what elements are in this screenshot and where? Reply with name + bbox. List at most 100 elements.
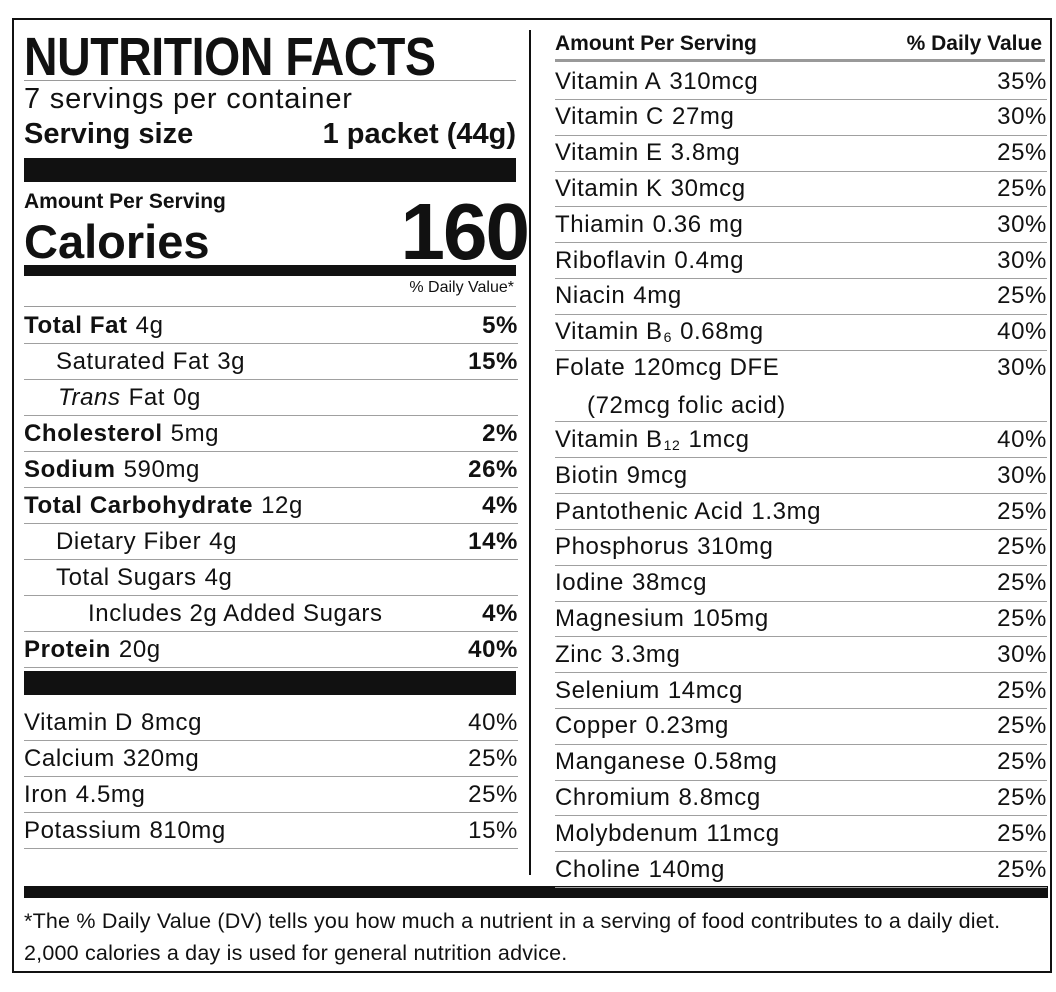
daily-value: 25% bbox=[997, 139, 1047, 167]
nutrient-label: Vitamin C bbox=[555, 103, 664, 131]
amount: 3.8mg bbox=[670, 139, 741, 167]
nutrient-name: Choline bbox=[555, 856, 641, 884]
nutrient-label: Vitamin B bbox=[555, 425, 663, 453]
daily-value: 40% bbox=[997, 318, 1047, 346]
amount: 20g bbox=[118, 635, 161, 663]
amount: 320mg bbox=[122, 744, 200, 772]
nutrient-label: Saturated Fat bbox=[56, 347, 210, 375]
nutrient-label: Vitamin B bbox=[555, 318, 663, 346]
amount: 9mcg bbox=[626, 461, 688, 489]
row: Includes 2g Added Sugars 4% bbox=[24, 596, 518, 632]
nutrient-label: Protein bbox=[24, 635, 111, 663]
nutrient-name: Trans Fat bbox=[58, 384, 165, 412]
nutrient-label: Copper bbox=[555, 712, 638, 740]
daily-value: 30% bbox=[997, 103, 1047, 131]
right-header-left: Amount Per Serving bbox=[555, 32, 757, 55]
amount: 105mg bbox=[692, 604, 769, 632]
amount: 3.3mg bbox=[610, 640, 681, 668]
amount: 140mg bbox=[648, 855, 725, 883]
title: NUTRITION FACTS bbox=[24, 27, 436, 87]
amount: 4g bbox=[209, 527, 238, 555]
nutrient-label: Vitamin K bbox=[555, 174, 663, 202]
medium-bar bbox=[24, 265, 516, 276]
nutrient-name: Vitamin E bbox=[555, 139, 663, 167]
nutrient-name: Niacin bbox=[555, 282, 625, 310]
row: Dietary Fiber 4g 14% bbox=[24, 524, 518, 560]
nutrient-label: Choline bbox=[555, 855, 641, 883]
nutrient-name: Iodine bbox=[555, 569, 624, 597]
nutrient-name: Copper bbox=[555, 712, 637, 740]
row: Selenium 14mcg 25% bbox=[555, 673, 1047, 709]
nutrient-label: Zinc bbox=[555, 640, 603, 668]
amount: 0.58mg bbox=[693, 748, 778, 776]
nutrient-name: Protein bbox=[24, 636, 111, 664]
nutrient-name: Folate bbox=[555, 354, 625, 382]
row: Niacin 4mg 25% bbox=[555, 279, 1047, 315]
daily-value: 25% bbox=[997, 282, 1047, 310]
amount: 0g bbox=[173, 383, 201, 411]
calories-value: 160 bbox=[400, 187, 530, 276]
footnote: *The % Daily Value (DV) tells you how mu… bbox=[24, 909, 1001, 965]
daily-value: 40% bbox=[997, 425, 1047, 453]
daily-value: 25% bbox=[997, 174, 1047, 202]
row: Phosphorus 310mg 25% bbox=[555, 530, 1047, 566]
nutrient-label: Thiamin bbox=[555, 210, 645, 238]
nutrient-name: Calcium bbox=[24, 745, 115, 773]
row: Vitamin D 8mcg 40% bbox=[24, 705, 518, 741]
nutrient-label: Vitamin E bbox=[555, 139, 663, 167]
name-prefix: Trans bbox=[58, 383, 121, 411]
nutrient-label: Iodine bbox=[555, 569, 624, 597]
right-header-right: % Daily Value bbox=[906, 32, 1042, 55]
row: Total Sugars 4g bbox=[24, 560, 518, 596]
nutrient-name: Potassium bbox=[24, 817, 141, 845]
nutrient-label: Chromium bbox=[555, 783, 671, 811]
nutrient-name: Total Carbohydrate bbox=[24, 492, 253, 520]
row: Vitamin C 27mg 30% bbox=[555, 100, 1047, 136]
nutrient-label: Potassium bbox=[24, 816, 142, 844]
daily-value: 25% bbox=[997, 497, 1047, 525]
serving-size-label: Serving size bbox=[24, 118, 194, 150]
nutrient-name: Vitamin A bbox=[555, 68, 661, 96]
row: Potassium 810mg 15% bbox=[24, 813, 518, 849]
row: Manganese 0.58mg 25% bbox=[555, 745, 1047, 781]
column-divider bbox=[529, 30, 531, 875]
daily-value: 25% bbox=[997, 783, 1047, 811]
daily-value: 25% bbox=[997, 604, 1047, 632]
amount: 14mcg bbox=[667, 676, 743, 704]
row: Cholesterol 5mg 2% bbox=[24, 416, 518, 452]
nutrient-name: Molybdenum bbox=[555, 820, 698, 848]
daily-value: 30% bbox=[997, 354, 1047, 382]
daily-value: 25% bbox=[997, 569, 1047, 597]
nutrient-label: Niacin bbox=[555, 282, 626, 310]
amount: 38mcg bbox=[632, 569, 708, 597]
nutrient-label: Total Sugars bbox=[56, 563, 197, 591]
amount: 4.5mg bbox=[75, 780, 146, 808]
nutrient-name: Phosphorus bbox=[555, 533, 689, 561]
daily-value: 2% bbox=[482, 419, 518, 447]
daily-value: 30% bbox=[997, 210, 1047, 238]
nutrient-label: Total Carbohydrate bbox=[24, 491, 254, 519]
row: Iron 4.5mg 25% bbox=[24, 777, 518, 813]
row: Folate 120mcg DFE (72mcg folic acid) 30% bbox=[555, 350, 1047, 423]
nutrient-name: Selenium bbox=[555, 677, 660, 705]
nutrient-name: Biotin bbox=[555, 462, 619, 490]
thick-bar bbox=[24, 158, 516, 182]
nutrient-name: Magnesium bbox=[555, 605, 684, 633]
daily-value: 30% bbox=[997, 246, 1047, 274]
daily-value: 25% bbox=[997, 748, 1047, 776]
row: Thiamin 0.36 mg 30% bbox=[555, 207, 1047, 244]
daily-value: 25% bbox=[468, 780, 518, 808]
nutrient-label: Pantothenic Acid bbox=[555, 497, 744, 525]
bottom-bar bbox=[24, 886, 1048, 898]
amount: 8.8mcg bbox=[678, 783, 761, 811]
nutrient-name: Thiamin bbox=[555, 211, 645, 239]
rule bbox=[555, 59, 1045, 62]
row: Vitamin B6 0.68mg 40% bbox=[555, 315, 1047, 351]
label-border bbox=[12, 18, 1052, 973]
amount: 4mg bbox=[633, 282, 682, 310]
nutrient-name: Includes 2g Added Sugars bbox=[88, 600, 383, 628]
row: Vitamin B12 1mcg 40% bbox=[555, 422, 1047, 459]
nutrient-label: Dietary Fiber bbox=[56, 527, 202, 555]
row: Saturated Fat 3g 15% bbox=[24, 344, 518, 380]
